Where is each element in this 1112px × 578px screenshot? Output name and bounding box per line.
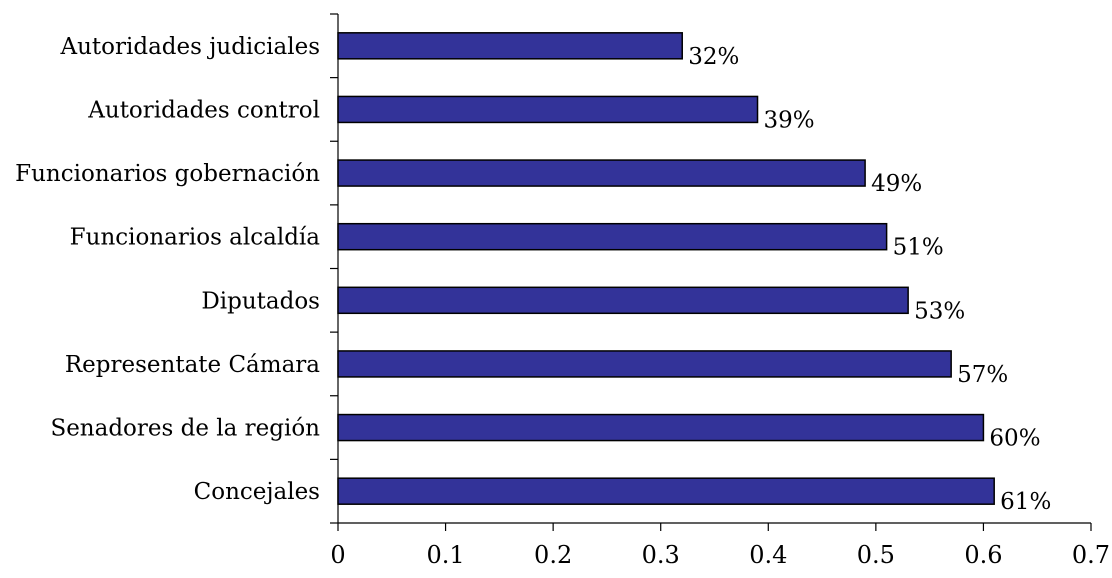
bars [337,32,995,505]
x-tick-label: 0.6 [964,541,1002,569]
category-label: Senadores de la región [50,416,320,442]
value-labels: 32% 39% 49% 51% 53% 57% 60% 61% [688,44,1051,515]
data-label: 51% [893,235,944,261]
bar [337,413,985,442]
category-label: Funcionarios alcaldía [70,225,321,251]
bar [337,477,995,505]
data-label: 32% [688,44,739,70]
x-tick-label: 0.4 [749,541,787,569]
category-label: Concejales [194,479,320,505]
category-label: Diputados [201,288,320,314]
bar [337,95,759,124]
data-label: 57% [957,362,1008,388]
x-tick-label: 0.7 [1072,541,1110,569]
category-label: Autoridades control [87,97,320,123]
data-label: 39% [764,107,815,133]
x-tick-label: 0.2 [534,541,572,569]
x-tick-label: 0 [330,541,345,569]
bar [337,350,952,378]
data-label: 49% [871,171,922,197]
bar [337,286,909,315]
category-label: Funcionarios gobernación [15,161,320,187]
x-tick-label: 0.1 [426,541,464,569]
category-label: Autoridades judiciales [60,34,321,60]
data-label: 61% [1000,489,1051,515]
x-axis: 0 0.1 0.2 0.3 0.4 0.5 0.6 0.7 [330,522,1110,569]
bar [337,32,683,60]
x-tick-label: 0.3 [642,541,680,569]
bar [337,159,866,187]
data-label: 53% [914,298,965,324]
category-label: Representate Cámara [65,352,320,378]
data-label: 60% [989,426,1040,452]
y-axis [330,13,339,524]
bar [337,222,888,251]
x-tick-label: 0.5 [857,541,895,569]
category-labels: Autoridades judiciales Autoridades contro… [15,34,320,505]
